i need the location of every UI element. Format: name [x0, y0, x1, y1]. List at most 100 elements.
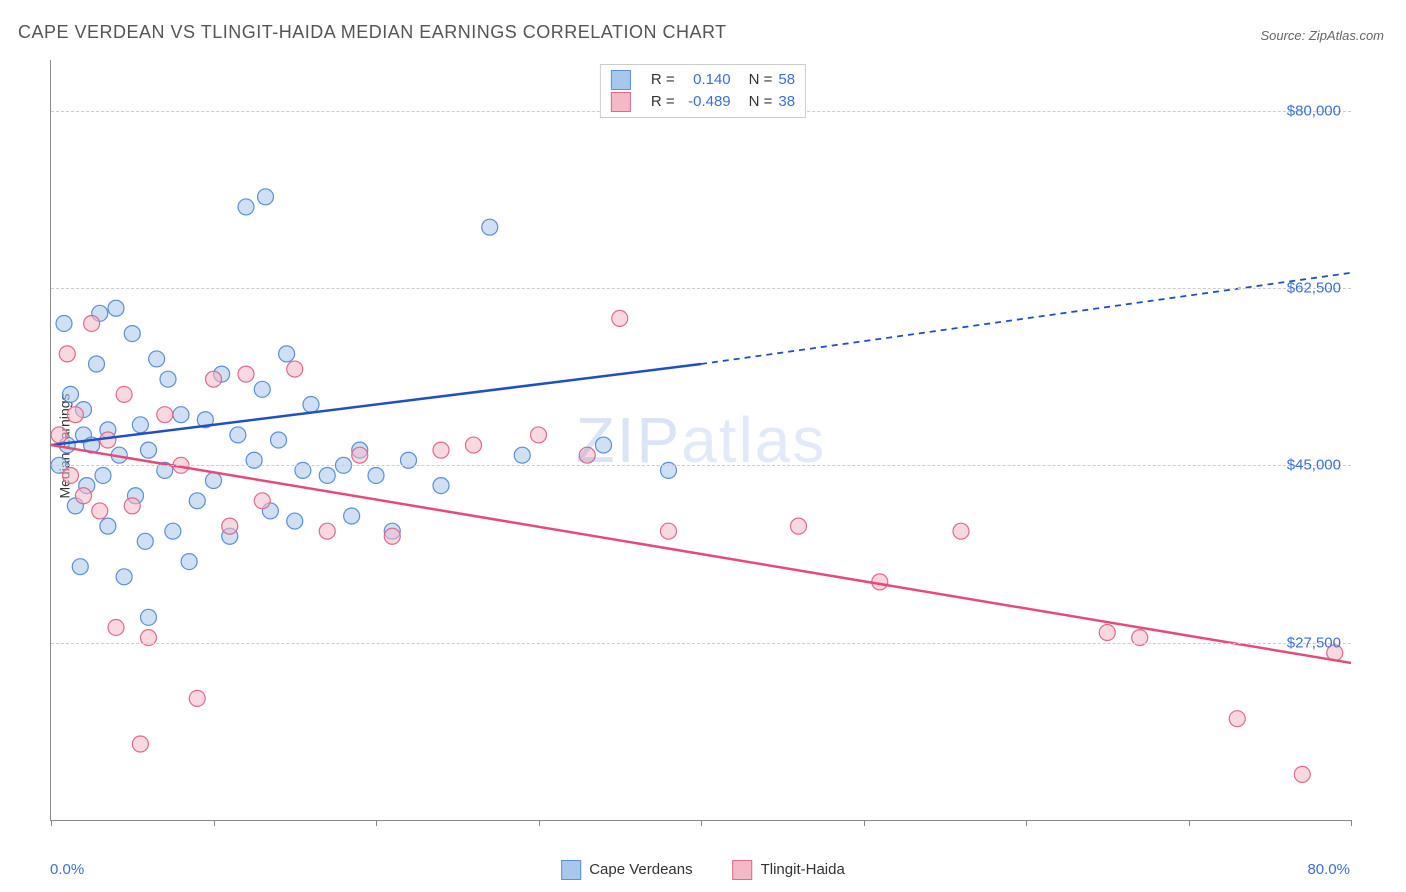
x-tick: [1351, 820, 1352, 826]
x-tick: [1189, 820, 1190, 826]
legend-label: Cape Verdeans: [589, 861, 692, 878]
data-point: [230, 427, 246, 443]
r-label: R =: [651, 69, 675, 91]
data-point: [433, 442, 449, 458]
data-point: [319, 523, 335, 539]
legend-swatch: [733, 860, 753, 880]
data-point: [95, 467, 111, 483]
x-tick: [701, 820, 702, 826]
data-point: [352, 447, 368, 463]
r-label: R =: [651, 91, 675, 113]
data-point: [108, 619, 124, 635]
data-point: [100, 518, 116, 534]
data-point: [89, 356, 105, 372]
data-point: [149, 351, 165, 367]
x-tick: [376, 820, 377, 826]
grid-line: [51, 643, 1351, 644]
x-tick: [539, 820, 540, 826]
data-point: [287, 361, 303, 377]
data-point: [384, 528, 400, 544]
data-point: [141, 609, 157, 625]
data-point: [791, 518, 807, 534]
y-tick-label: $27,500: [1287, 634, 1341, 651]
data-point: [51, 427, 67, 443]
data-point: [116, 386, 132, 402]
data-point: [92, 503, 108, 519]
data-point: [124, 326, 140, 342]
data-point: [254, 493, 270, 509]
data-point: [76, 488, 92, 504]
data-point: [173, 407, 189, 423]
data-point: [67, 407, 83, 423]
data-point: [63, 467, 79, 483]
chart-svg: [51, 60, 1351, 820]
r-value: -0.489: [681, 91, 731, 113]
data-point: [100, 432, 116, 448]
data-point: [189, 493, 205, 509]
data-point: [206, 371, 222, 387]
data-point: [1229, 711, 1245, 727]
data-point: [84, 315, 100, 331]
data-point: [59, 346, 75, 362]
n-label: N =: [749, 91, 773, 113]
data-point: [531, 427, 547, 443]
y-tick-label: $80,000: [1287, 102, 1341, 119]
data-point: [1294, 766, 1310, 782]
legend-swatch: [611, 92, 631, 112]
data-point: [160, 371, 176, 387]
y-tick-label: $62,500: [1287, 280, 1341, 297]
data-point: [124, 498, 140, 514]
data-point: [596, 437, 612, 453]
correlation-legend: R =0.140N =58R =-0.489N =38: [600, 64, 806, 118]
x-tick: [864, 820, 865, 826]
data-point: [1099, 625, 1115, 641]
data-point: [319, 467, 335, 483]
data-point: [56, 315, 72, 331]
data-point: [141, 442, 157, 458]
data-point: [579, 447, 595, 463]
plot-area: ZIPatlas $27,500$45,000$62,500$80,000: [50, 60, 1351, 821]
data-point: [303, 397, 319, 413]
data-point: [132, 736, 148, 752]
legend-swatch: [561, 860, 581, 880]
data-point: [63, 386, 79, 402]
data-point: [466, 437, 482, 453]
data-point: [238, 366, 254, 382]
data-point: [222, 518, 238, 534]
data-point: [157, 407, 173, 423]
data-point: [258, 189, 274, 205]
trendline: [51, 364, 701, 445]
data-point: [287, 513, 303, 529]
data-point: [165, 523, 181, 539]
source-attribution: Source: ZipAtlas.com: [1260, 28, 1384, 43]
data-point: [132, 417, 148, 433]
data-point: [137, 533, 153, 549]
x-tick: [214, 820, 215, 826]
r-value: 0.140: [681, 69, 731, 91]
data-point: [181, 554, 197, 570]
data-point: [514, 447, 530, 463]
y-tick-label: $45,000: [1287, 457, 1341, 474]
data-point: [189, 690, 205, 706]
data-point: [254, 381, 270, 397]
n-label: N =: [749, 69, 773, 91]
legend-row: R = 0.140 N =58: [611, 69, 795, 91]
trendline-dashed: [701, 273, 1351, 364]
data-point: [482, 219, 498, 235]
x-tick: [51, 820, 52, 826]
n-value: 58: [778, 69, 795, 91]
legend-label: Tlingit-Haida: [761, 861, 845, 878]
data-point: [206, 473, 222, 489]
data-point: [279, 346, 295, 362]
data-point: [953, 523, 969, 539]
legend-swatch: [611, 70, 631, 90]
data-point: [271, 432, 287, 448]
data-point: [344, 508, 360, 524]
legend-row: R =-0.489N =38: [611, 91, 795, 113]
data-point: [612, 310, 628, 326]
data-point: [368, 467, 384, 483]
series-legend: Cape Verdeans Tlingit-Haida: [561, 860, 845, 880]
data-point: [661, 523, 677, 539]
data-point: [108, 300, 124, 316]
chart-title: CAPE VERDEAN VS TLINGIT-HAIDA MEDIAN EAR…: [18, 22, 727, 43]
